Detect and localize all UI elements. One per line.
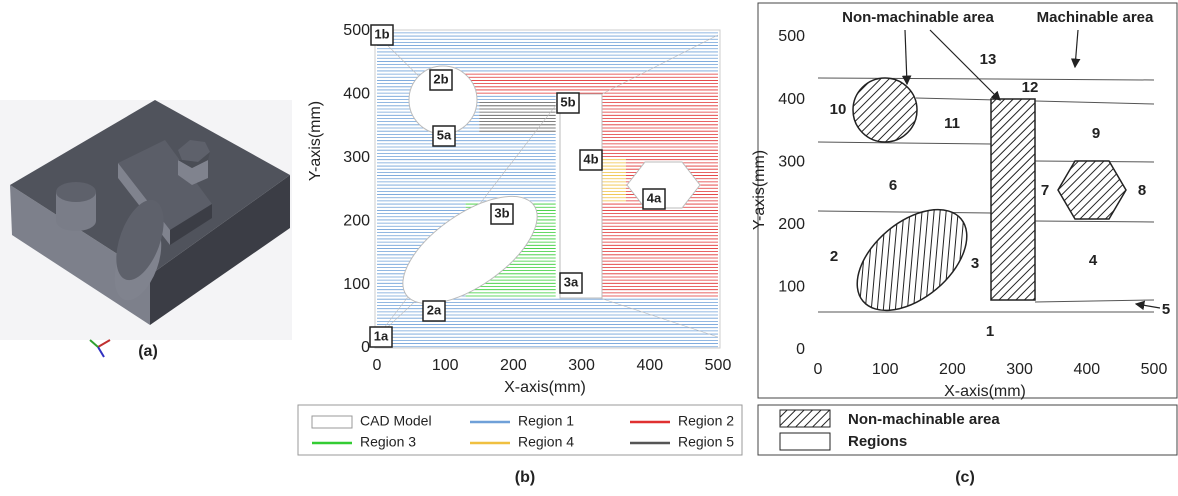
region-label: 1: [986, 323, 994, 340]
non-machinable-shapes: [839, 78, 1126, 330]
y-tick-label: 400: [343, 86, 370, 103]
x-tick-label: 0: [373, 357, 382, 374]
legend-swatch: [312, 416, 352, 428]
region-label: 12: [1022, 79, 1039, 96]
legend-label: Region 4: [518, 434, 574, 450]
y-tick-label: 500: [778, 28, 805, 45]
y-tick-label: 0: [796, 341, 805, 358]
x-tick-label: 300: [1006, 361, 1033, 378]
annotation: 5a: [437, 127, 452, 142]
annotation: 1b: [374, 26, 389, 41]
y-tick-label: 100: [343, 276, 370, 293]
x-tick-label: 0: [814, 361, 823, 378]
region-label: 2: [830, 248, 838, 265]
annotation: Non-machinable area: [842, 9, 994, 26]
legend-label: Regions: [848, 433, 907, 450]
y-tick-label: 100: [778, 279, 805, 296]
x-axis-label: X-axis(mm): [504, 379, 586, 396]
annotation: 3a: [564, 274, 579, 289]
y-tick-label: 300: [343, 149, 370, 166]
y-tick-label: 200: [778, 216, 805, 233]
x-axis-label: X-axis(mm): [944, 383, 1026, 400]
legend-swatch: [780, 410, 830, 427]
panel-label: (b): [515, 469, 535, 486]
annotation: 4b: [583, 151, 598, 166]
y-axis-label: Y-axis(mm): [751, 150, 768, 230]
region-label: 8: [1138, 182, 1146, 199]
x-tick-label: 200: [939, 361, 966, 378]
legend-label: CAD Model: [360, 413, 432, 429]
x-tick-label: 300: [568, 357, 595, 374]
region-label: 3: [971, 255, 979, 272]
legend-label: Region 5: [678, 434, 734, 450]
y-axis-label: Y-axis(mm): [307, 101, 324, 181]
annotation: Machinable area: [1037, 9, 1154, 26]
y-tick-label: 300: [778, 153, 805, 170]
y-tick-label: 400: [778, 91, 805, 108]
legend-label: Non-machinable area: [848, 411, 1000, 428]
region-label: 10: [830, 101, 847, 118]
cad-render: [0, 100, 292, 357]
x-tick-label: 400: [1073, 361, 1100, 378]
region-label: 6: [889, 177, 897, 194]
x-tick-label: 200: [500, 357, 527, 374]
legend-label: Region 3: [360, 434, 416, 450]
annotation: 4a: [647, 190, 662, 205]
region-label: 5: [1162, 301, 1170, 318]
annotation: 2b: [433, 71, 448, 86]
x-tick-label: 100: [432, 357, 459, 374]
y-tick-label: 500: [343, 22, 370, 39]
y-tick-label: 0: [361, 339, 370, 356]
y-tick-label: 200: [343, 212, 370, 229]
x-tick-label: 500: [705, 357, 732, 374]
annotation: 2a: [427, 302, 442, 317]
annotation: 5b: [560, 94, 575, 109]
figure: (a) Y-axis(mm) X-axis(mm) (b) Y-axis(mm)…: [0, 0, 1178, 491]
region-label: 4: [1089, 252, 1098, 269]
region-label: 9: [1092, 125, 1100, 142]
x-tick-label: 400: [636, 357, 663, 374]
legend-swatch: [780, 433, 830, 450]
panel-label: (a): [138, 343, 158, 360]
region-label: 13: [980, 51, 997, 68]
annotation: 1a: [374, 328, 389, 343]
legend-label: Region 1: [518, 413, 574, 429]
panel-label: (c): [955, 469, 975, 486]
region-label: 7: [1041, 182, 1049, 199]
region-label: 11: [944, 115, 960, 132]
legend-label: Region 2: [678, 413, 734, 429]
annotation: 3b: [494, 205, 509, 220]
x-tick-label: 500: [1141, 361, 1168, 378]
x-tick-label: 100: [872, 361, 899, 378]
